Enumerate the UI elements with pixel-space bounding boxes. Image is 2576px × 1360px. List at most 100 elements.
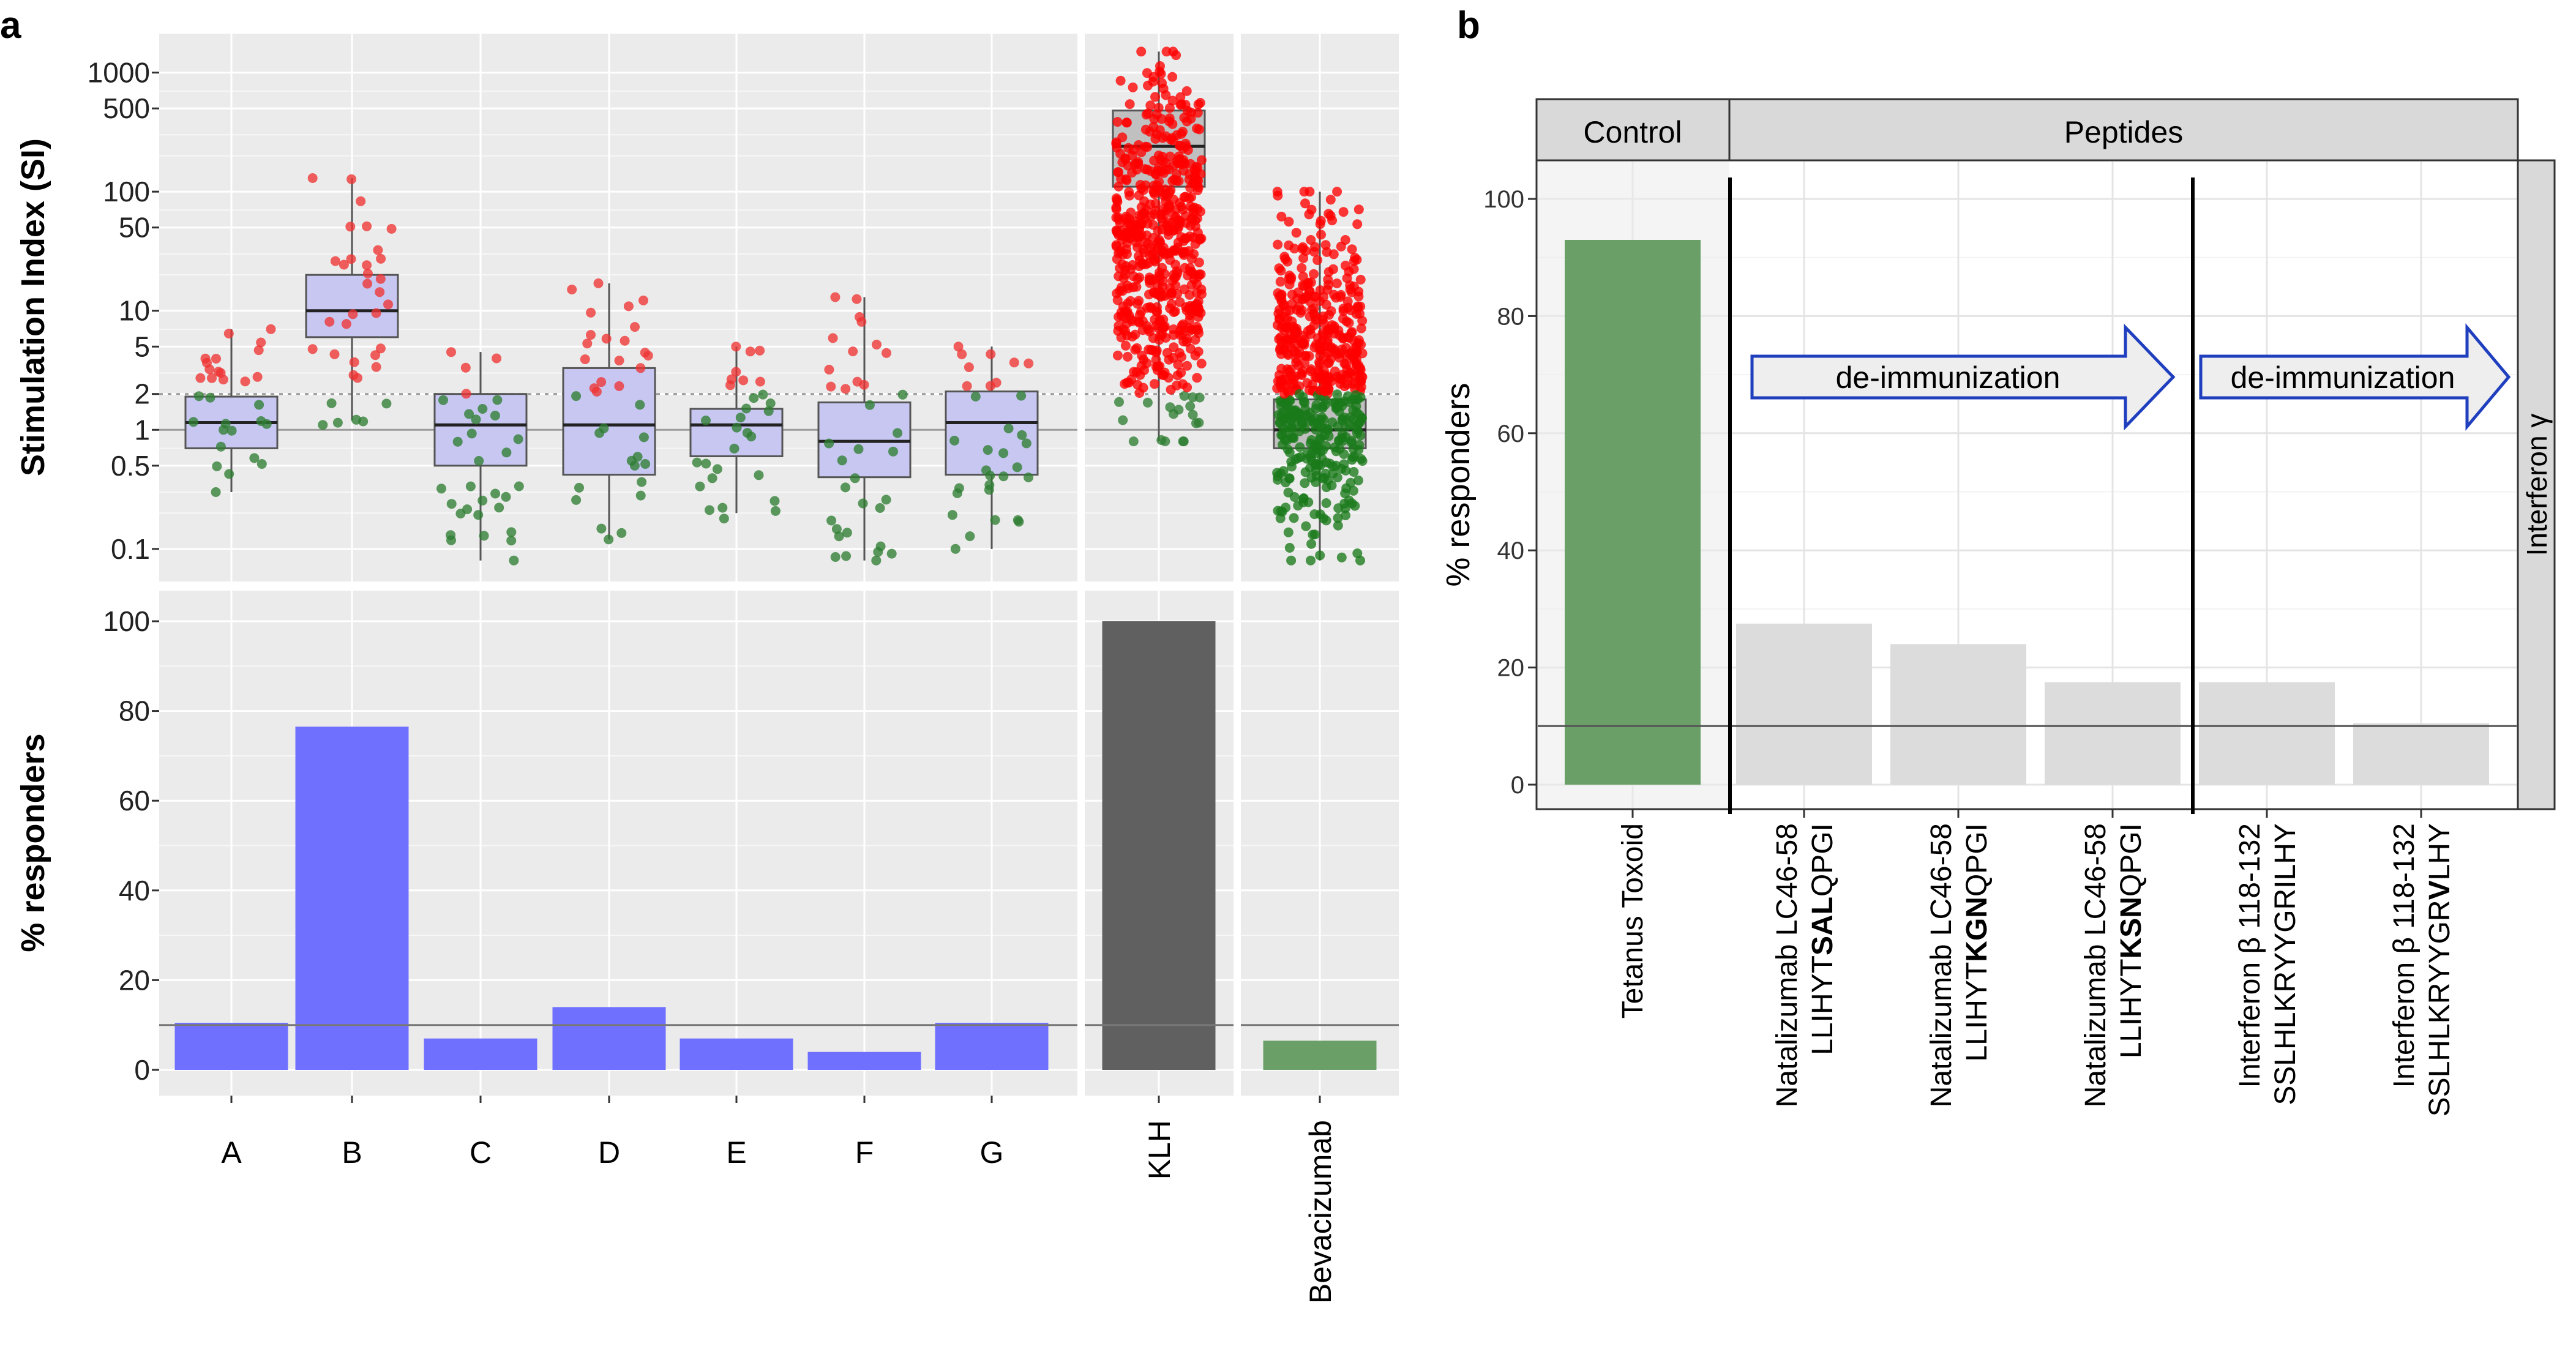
point-Bevacizumab-374 (1345, 280, 1355, 291)
point-KLH-462 (1133, 274, 1143, 284)
point-Bevacizumab-281 (1298, 253, 1309, 263)
point-KLH-368 (1143, 108, 1153, 119)
point-F-29 (872, 340, 882, 349)
panel-a-bars (159, 621, 1399, 1070)
point-KLH-563 (1192, 279, 1202, 290)
panel-a-boxplots (159, 47, 1399, 566)
point-D-2 (614, 356, 624, 366)
box-B (305, 274, 399, 338)
point-D-21 (623, 301, 634, 312)
point-KLH-549 (1145, 274, 1155, 285)
point-E-18 (745, 346, 755, 357)
point-Bevacizumab-595 (1335, 292, 1346, 302)
b-bar-2 (1890, 644, 2026, 785)
point-D-8 (586, 307, 596, 318)
point-G-5 (1009, 357, 1019, 368)
point-KLH-455 (1185, 310, 1195, 321)
a-x-label-B: B (342, 1135, 362, 1170)
point-Bevacizumab-514 (1302, 291, 1312, 301)
point-B-13 (358, 416, 369, 427)
point-KLH-404 (1194, 257, 1204, 267)
point-C-17 (492, 395, 503, 405)
point-F-16 (841, 384, 851, 394)
point-KLH-427 (1122, 318, 1132, 329)
point-F-24 (893, 428, 903, 438)
point-Bevacizumab-529 (1282, 435, 1292, 446)
point-Bevacizumab-538 (1307, 379, 1317, 390)
point-B-25 (371, 362, 381, 372)
point-KLH-543 (1158, 217, 1169, 228)
b-x-label-seq-bold-3: KSN (2115, 897, 2147, 958)
point-C-14 (466, 428, 477, 439)
point-KLH-379 (1125, 99, 1135, 110)
point-KLH-138 (1118, 415, 1128, 425)
point-KLH-566 (1156, 166, 1166, 177)
point-KLH-478 (1165, 402, 1175, 413)
bar-B (295, 727, 409, 1070)
point-Bevacizumab-576 (1356, 376, 1366, 387)
point-KLH-590 (1170, 212, 1181, 222)
point-G-4 (965, 531, 975, 542)
point-C-10 (461, 389, 471, 399)
point-C-26 (501, 491, 511, 502)
point-KLH-469 (1175, 297, 1185, 307)
point-G-28 (1013, 515, 1023, 525)
b-x-label-seq-post-5: LHY (2424, 823, 2456, 880)
point-KLH-125 (1142, 142, 1153, 152)
point-KLH-594 (1149, 209, 1159, 219)
point-KLH-340 (1181, 334, 1192, 344)
point-G-29 (947, 510, 957, 520)
point-KLH-501 (1112, 117, 1123, 127)
a-x-label-G: G (980, 1135, 1004, 1170)
point-C-12 (506, 527, 517, 537)
point-E-29 (758, 389, 768, 400)
point-C-1 (446, 347, 456, 357)
point-KLH-0 (1128, 436, 1139, 447)
point-Bevacizumab-364 (1291, 228, 1301, 238)
point-E-0 (719, 514, 729, 524)
point-E-24 (731, 367, 741, 377)
point-B-19 (376, 253, 386, 264)
b-tick-label-1: 80 (1497, 303, 1525, 330)
point-Bevacizumab-147 (1284, 217, 1294, 227)
point-KLH-396 (1193, 108, 1203, 118)
point-KLH-448 (1194, 124, 1205, 135)
point-KLH-211 (1185, 401, 1196, 411)
point-C-22 (514, 481, 524, 491)
point-KLH-583 (1178, 379, 1188, 389)
point-D-6 (638, 295, 648, 305)
point-G-22 (1024, 358, 1034, 368)
point-Bevacizumab-555 (1310, 460, 1320, 470)
point-KLH-532 (1172, 156, 1182, 166)
point-KLH-581 (1122, 331, 1133, 341)
point-F-10 (897, 389, 908, 400)
point-D-31 (580, 354, 590, 364)
point-KLH-584 (1159, 367, 1170, 378)
point-Bevacizumab-443 (1309, 509, 1320, 520)
a-top-tick-label-2: 100 (103, 176, 150, 207)
panel-a-label: a (0, 4, 21, 47)
point-A-18 (223, 329, 234, 338)
point-KLH-381 (1132, 343, 1142, 353)
point-Bevacizumab-298 (1328, 249, 1339, 260)
point-KLH-511 (1121, 174, 1131, 184)
point-Bevacizumab-456 (1297, 244, 1308, 254)
point-E-25 (692, 457, 702, 468)
point-D-7 (596, 377, 607, 387)
b-arrow-1 (1750, 323, 2176, 431)
point-E-3 (763, 406, 774, 416)
point-Bevacizumab-540 (1350, 253, 1360, 263)
b-bar-1 (1736, 623, 1872, 785)
point-KLH-436 (1150, 315, 1160, 325)
point-E-9 (741, 403, 752, 414)
point-Bevacizumab-476 (1299, 187, 1309, 197)
point-Bevacizumab-585 (1336, 241, 1346, 252)
b-x-label-line1-3: Natalizumab LC46-58 (2080, 823, 2112, 1107)
point-E-28 (755, 345, 765, 356)
point-Bevacizumab-501 (1355, 301, 1366, 312)
point-KLH-453 (1142, 68, 1152, 78)
point-KLH-551 (1185, 220, 1196, 231)
point-G-30 (970, 391, 981, 402)
point-Bevacizumab-534 (1344, 266, 1354, 277)
point-A-0 (211, 487, 221, 497)
